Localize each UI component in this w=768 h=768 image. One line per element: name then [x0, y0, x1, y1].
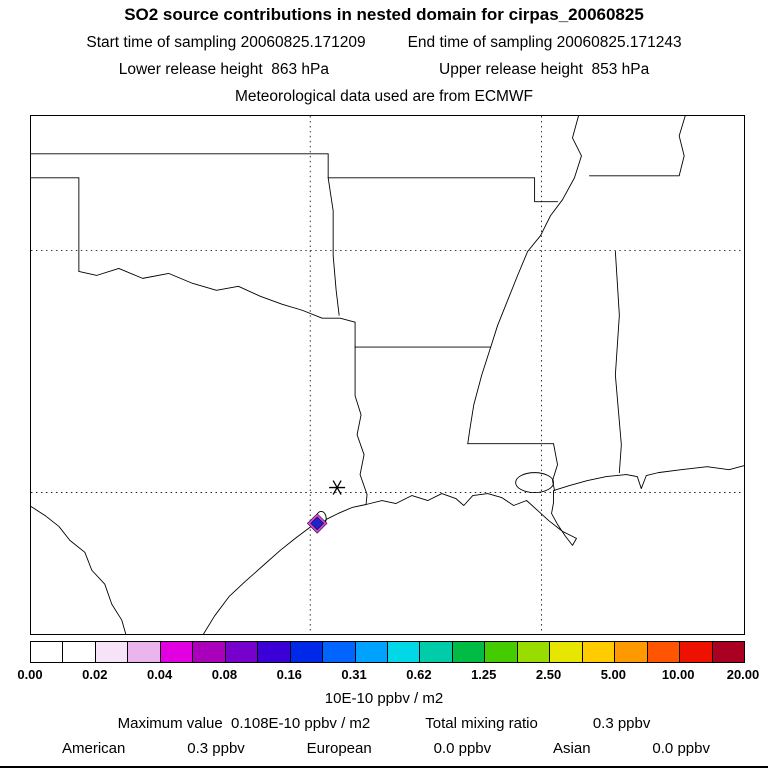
river-border-path — [467, 116, 582, 445]
colorbar-segment — [679, 642, 712, 662]
river-border-path — [31, 506, 127, 634]
end-time-text: End time of sampling 20060825.171243 — [407, 34, 682, 51]
release-heights-row: Lower release height 863 hPa Upper relea… — [0, 61, 768, 79]
lower-release-text: Lower release height 863 hPa — [118, 61, 329, 78]
start-time-text: Start time of sampling 20060825.171209 — [86, 34, 366, 51]
state-border-path — [327, 177, 340, 316]
colorbar-tick-label: 0.16 — [276, 667, 302, 682]
colorbar-segment — [549, 642, 582, 662]
colorbar-units: 10E-10 ppbv / m2 — [324, 690, 444, 707]
state-border-path — [534, 177, 558, 203]
colorbar-segment — [31, 642, 63, 662]
colorbar-ticks: 0.00 0.02 0.04 0.08 0.16 0.31 0.62 1.25 2.50 5.00… — [17, 667, 759, 683]
colorbar-tick-label: 2.50 — [535, 667, 562, 682]
colorbar-tick-label: 0.08 — [211, 667, 238, 682]
coastline-path — [203, 465, 744, 634]
contribution-value: 0.3 ppbv — [187, 740, 245, 757]
colorbar-segment — [451, 642, 485, 662]
contribution-region: Asian — [553, 740, 591, 757]
page-title: SO2 source contributions in nested domai… — [124, 5, 644, 24]
colorbar-segment — [419, 642, 452, 662]
colorbar-tick-label: 10.00 — [661, 667, 695, 682]
colorbar-segment — [516, 642, 550, 662]
state-border-path — [614, 251, 622, 474]
summary-row: Maximum value 0.108E-10 ppbv / m2 Total … — [0, 715, 768, 732]
colorbar-segment — [94, 642, 128, 662]
lake-outline — [515, 472, 554, 493]
contributions-row: American 0.3 ppbv European 0.0 ppbv Asia… — [62, 740, 710, 757]
contribution-value: 0.0 ppbv — [433, 740, 492, 757]
contribution-region: European — [306, 740, 372, 757]
colorbar-segment — [224, 642, 258, 662]
colorbar-segment — [484, 642, 517, 662]
contribution-value: 0.0 ppbv — [652, 740, 710, 757]
colorbar-segment — [159, 642, 193, 662]
colorbar-segment — [354, 642, 387, 662]
colorbar-segment — [322, 642, 355, 662]
river-border-path — [78, 267, 356, 323]
bottom-rule — [0, 766, 768, 768]
upper-release-text: Upper release height 853 hPa — [439, 61, 650, 78]
colorbar-segment — [581, 642, 615, 662]
colorbar-tick-label: 0.31 — [341, 667, 367, 682]
colorbar-segment — [614, 642, 647, 662]
total-mixing-ratio-label: Total mixing ratio — [425, 715, 538, 732]
colorbar — [30, 641, 745, 663]
contribution-region: American — [62, 740, 126, 757]
star-marker — [329, 480, 346, 495]
state-border-path — [354, 346, 368, 505]
colorbar-tick-label: 0.02 — [82, 667, 108, 682]
colorbar-tick-label: 0.62 — [406, 667, 432, 682]
diamond-marker — [306, 513, 328, 534]
met-source-text: Meteorological data used are from ECMWF — [234, 88, 534, 105]
total-mixing-ratio-value: 0.3 ppbv — [592, 715, 651, 732]
colorbar-segment — [711, 642, 744, 662]
colorbar-segment — [386, 642, 420, 662]
colorbar-segment — [257, 642, 290, 662]
colorbar-segment — [62, 642, 95, 662]
river-border-path — [552, 443, 558, 492]
map-canvas — [31, 116, 744, 634]
met-source-row: Meteorological data used are from ECMWF — [0, 88, 768, 106]
colorbar-tick-label: 0.00 — [17, 667, 43, 682]
colorbar-segment — [192, 642, 225, 662]
colorbar-tick-label: 5.00 — [600, 667, 627, 682]
colorbar-tick-label: 20.00 — [726, 667, 760, 682]
colorbar-tick-label: 1.25 — [471, 667, 497, 682]
map-panel — [30, 115, 745, 635]
colorbar-segment — [127, 642, 160, 662]
colorbar-segment — [289, 642, 323, 662]
state-border-path — [588, 116, 686, 177]
colorbar-tick-label: 0.04 — [146, 667, 173, 682]
sampling-times-row: Start time of sampling 20060825.171209 E… — [0, 34, 768, 52]
maximum-value-text: Maximum value 0.108E-10 ppbv / m2 — [117, 715, 371, 732]
colorbar-segment — [646, 642, 680, 662]
